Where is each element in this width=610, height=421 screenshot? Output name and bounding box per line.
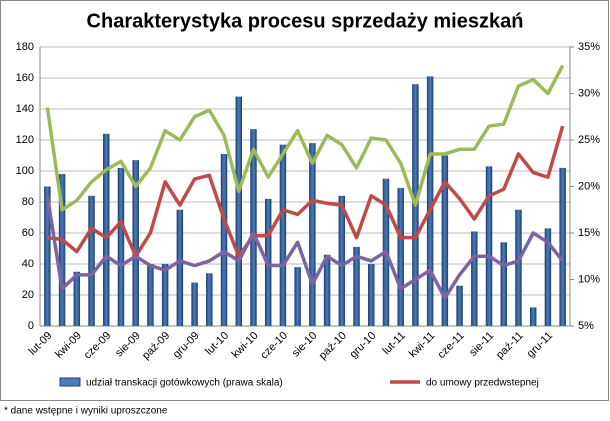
legend-label: do umowy przedwstepnej: [426, 378, 539, 389]
line: [45, 195, 565, 300]
y-tick-label: 40: [22, 258, 34, 270]
legend-label: udział transkacji gotówkowych (prawa ska…: [86, 378, 283, 389]
legend-swatch: [59, 377, 81, 387]
bar: [368, 264, 375, 326]
bar: [471, 231, 478, 326]
y2-tick-label: 5%: [578, 320, 594, 332]
bar: [397, 188, 404, 326]
y-tick-label: 120: [16, 134, 34, 146]
bar: [485, 166, 493, 326]
bar: [132, 160, 139, 326]
bar: [456, 285, 463, 326]
bar: [309, 143, 316, 326]
y2-tick-label: 15%: [578, 227, 600, 239]
bar: [235, 96, 242, 326]
y-tick-label: 180: [16, 41, 34, 53]
bar: [353, 246, 360, 326]
bar: [294, 267, 301, 326]
bar: [117, 167, 125, 326]
bar: [529, 307, 537, 326]
bar: [544, 228, 552, 326]
y2-tick-label: 20%: [578, 180, 600, 192]
y-tick-label: 80: [22, 196, 34, 208]
y2-tick-label: 25%: [578, 134, 600, 146]
chart-title: Charakterystyka procesu sprzedaży mieszk…: [87, 10, 524, 32]
line: [45, 64, 565, 212]
bar: [323, 254, 331, 326]
bar: [426, 76, 434, 326]
bar: [515, 209, 522, 326]
bar: [500, 242, 507, 326]
y-tick-label: 160: [16, 72, 34, 84]
bar: [559, 167, 566, 326]
bar: [147, 264, 154, 326]
bar: [191, 282, 198, 326]
bar: [176, 209, 184, 326]
y2-tick-label: 30%: [578, 87, 600, 99]
bar: [441, 155, 449, 326]
bar: [161, 264, 169, 326]
bar: [279, 144, 287, 326]
y-tick-label: 20: [22, 289, 34, 301]
bar: [58, 174, 66, 326]
bar: [44, 186, 51, 326]
y-tick-label: 60: [22, 227, 34, 239]
footnote: * dane wstępne i wyniki uproszczone: [4, 406, 168, 417]
bar: [88, 195, 95, 326]
y2-tick-label: 10%: [578, 273, 600, 285]
bar: [338, 195, 346, 326]
line: [47, 125, 565, 258]
y-tick-label: 0: [28, 320, 34, 332]
y-tick-label: 140: [16, 103, 34, 115]
bar: [103, 133, 110, 326]
y-tick-label: 100: [16, 165, 34, 177]
bar: [250, 129, 257, 326]
chart-frame: [0, 0, 609, 401]
bar: [73, 271, 81, 326]
y2-tick-label: 35%: [578, 41, 600, 53]
bar: [220, 153, 228, 326]
bar: [206, 273, 213, 326]
